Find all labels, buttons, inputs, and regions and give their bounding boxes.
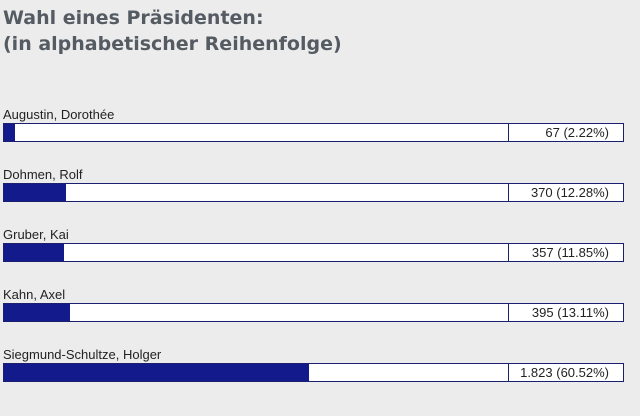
candidate-row: Dohmen, Rolf 370 (12.28%) [3,167,624,207]
result-bar-fill [4,124,16,141]
result-bar [3,123,509,142]
candidate-row: Siegmund-Schultze, Holger 1.823 (60.52%) [3,347,624,387]
title-line-1: Wahl eines Präsidenten: [3,7,264,29]
candidate-name: Kahn, Axel [3,287,66,302]
result-bar [3,243,509,262]
result-bar [3,363,509,382]
candidate-name: Augustin, Dorothée [3,107,115,122]
result-value: 370 (12.28%) [509,183,624,202]
title-line-2: (in alphabetischer Reihenfolge) [3,33,342,55]
result-value: 67 (2.22%) [509,123,624,142]
candidate-name: Dohmen, Rolf [3,167,83,182]
result-bar-fill [4,244,64,261]
result-bar-fill [4,364,310,381]
candidate-row: Gruber, Kai 357 (11.85%) [3,227,624,267]
result-bar [3,303,509,322]
result-value: 357 (11.85%) [509,243,624,262]
candidate-row: Augustin, Dorothée 67 (2.22%) [3,107,624,147]
result-bar [3,183,509,202]
result-bar-fill [4,304,71,321]
page-title: Wahl eines Präsidenten: (in alphabetisch… [3,5,342,57]
result-value: 395 (13.11%) [509,303,624,322]
result-value: 1.823 (60.52%) [509,363,624,382]
candidate-row: Kahn, Axel 395 (13.11%) [3,287,624,327]
candidate-name: Siegmund-Schultze, Holger [3,347,162,362]
candidate-name: Gruber, Kai [3,227,69,242]
result-bar-fill [4,184,66,201]
